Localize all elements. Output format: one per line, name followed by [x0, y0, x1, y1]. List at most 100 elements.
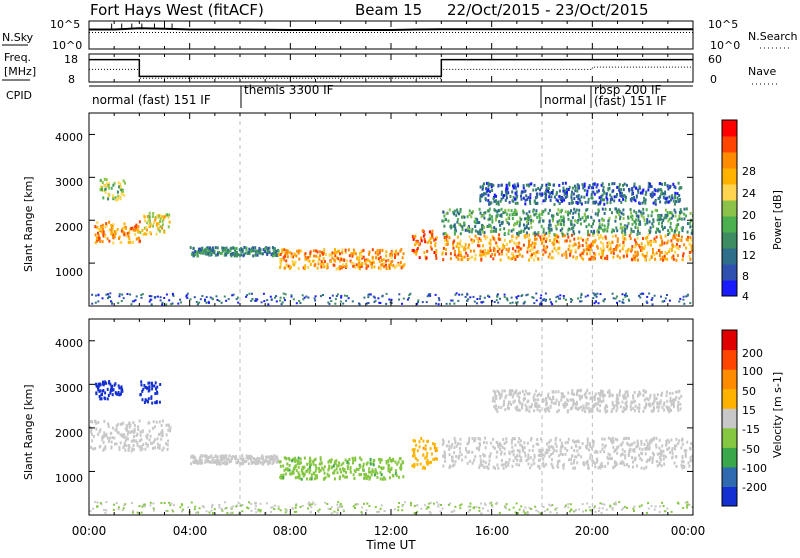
- range-gate-cell: [204, 299, 206, 301]
- range-gate-cell: [525, 454, 527, 457]
- range-gate-cell: [666, 391, 668, 394]
- range-gate-cell: [575, 186, 577, 189]
- range-gate-cell: [155, 381, 157, 384]
- range-gate-cell: [104, 396, 106, 399]
- range-gate-cell: [339, 265, 341, 268]
- range-gate-cell: [683, 218, 685, 221]
- range-gate-cell: [326, 503, 328, 505]
- range-gate-cell: [547, 393, 549, 396]
- range-gate-cell: [608, 437, 610, 440]
- range-gate-cell: [631, 199, 633, 202]
- range-gate-cell: [659, 452, 661, 455]
- range-gate-cell: [577, 183, 579, 186]
- range-gate-cell: [519, 224, 521, 227]
- range-gate-cell: [665, 444, 667, 447]
- range-gate-cell: [604, 438, 606, 441]
- range-gate-cell: [549, 209, 551, 212]
- range-gate-cell: [576, 190, 578, 193]
- range-gate-cell: [496, 463, 498, 466]
- range-gate-cell: [545, 452, 547, 455]
- range-gate-cell: [266, 456, 268, 459]
- range-gate-cell: [293, 263, 295, 266]
- range-gate-cell: [498, 238, 500, 241]
- range-gate-cell: [580, 296, 582, 298]
- range-gate-cell: [489, 246, 491, 249]
- range-gate-cell: [539, 217, 541, 220]
- range-gate-cell: [582, 239, 584, 242]
- range-gate-cell: [134, 233, 136, 236]
- scatter-region-2: [90, 420, 172, 453]
- range-gate-cell: [472, 437, 474, 440]
- range-gate-cell: [128, 241, 130, 244]
- range-gate-cell: [577, 389, 579, 392]
- range-gate-cell: [101, 188, 103, 191]
- range-gate-cell: [637, 215, 639, 218]
- range-gate-cell: [544, 199, 546, 202]
- range-gate-cell: [674, 230, 676, 233]
- range-gate-cell: [403, 252, 405, 255]
- range-gate-cell: [555, 390, 557, 393]
- range-gate-cell: [681, 460, 683, 463]
- range-gate-cell: [150, 502, 152, 504]
- range-gate-cell: [549, 298, 551, 300]
- range-gate-cell: [214, 455, 216, 458]
- range-gate-cell: [460, 254, 462, 257]
- range-gate-cell: [513, 459, 515, 462]
- range-gate-cell: [266, 299, 268, 301]
- range-gate-cell: [516, 246, 518, 249]
- range-gate-cell: [230, 247, 232, 250]
- range-gate-cell: [578, 242, 580, 245]
- scatter-region-3: [190, 454, 279, 466]
- range-gate-cell: [235, 505, 237, 507]
- range-gate-cell: [600, 390, 602, 393]
- range-gate-cell: [255, 254, 257, 257]
- range-gate-cell: [218, 504, 220, 506]
- range-gate-cell: [594, 398, 596, 401]
- range-gate-cell: [191, 455, 193, 458]
- range-gate-cell: [556, 227, 558, 230]
- range-gate-cell: [99, 382, 101, 385]
- range-gate-cell: [587, 201, 589, 204]
- range-gate-cell: [533, 399, 535, 402]
- range-gate-cell: [104, 225, 106, 228]
- range-gate-cell: [153, 510, 155, 512]
- range-gate-cell: [272, 246, 274, 249]
- nsearch-tick-bottom: 10^0: [710, 39, 740, 52]
- range-gate-cell: [619, 244, 621, 247]
- nsky-label: N.Sky: [2, 31, 34, 44]
- range-gate-cell: [689, 222, 691, 225]
- range-gate-cell: [620, 188, 622, 191]
- range-gate-cell: [664, 242, 666, 245]
- range-gate-cell: [449, 502, 451, 504]
- range-gate-cell: [280, 253, 282, 256]
- range-gate-cell: [141, 512, 143, 514]
- range-gate-cell: [609, 391, 611, 394]
- range-gate-cell: [357, 503, 359, 505]
- range-gate-cell: [589, 509, 591, 511]
- range-gate-cell: [323, 257, 325, 260]
- range-gate-cell: [521, 406, 523, 409]
- range-gate-cell: [221, 302, 223, 304]
- range-gate-cell: [216, 459, 218, 462]
- range-gate-cell: [681, 466, 683, 469]
- range-gate-cell: [656, 460, 658, 463]
- range-gate-cell: [532, 248, 534, 251]
- range-gate-cell: [538, 251, 540, 254]
- range-gate-cell: [112, 231, 114, 234]
- range-gate-cell: [523, 509, 525, 511]
- range-gate-cell: [557, 462, 559, 465]
- range-gate-cell: [310, 263, 312, 266]
- range-gate-cell: [309, 471, 311, 474]
- range-gate-cell: [132, 227, 134, 230]
- range-gate-cell: [267, 303, 269, 305]
- range-gate-cell: [641, 246, 643, 249]
- range-gate-cell: [451, 511, 453, 513]
- range-gate-cell: [430, 447, 432, 450]
- range-gate-cell: [433, 503, 435, 505]
- range-gate-cell: [654, 258, 656, 261]
- range-gate-cell: [567, 399, 569, 402]
- range-gate-cell: [674, 192, 676, 195]
- range-gate-cell: [359, 263, 361, 266]
- range-gate-cell: [206, 296, 208, 298]
- range-gate-cell: [666, 400, 668, 403]
